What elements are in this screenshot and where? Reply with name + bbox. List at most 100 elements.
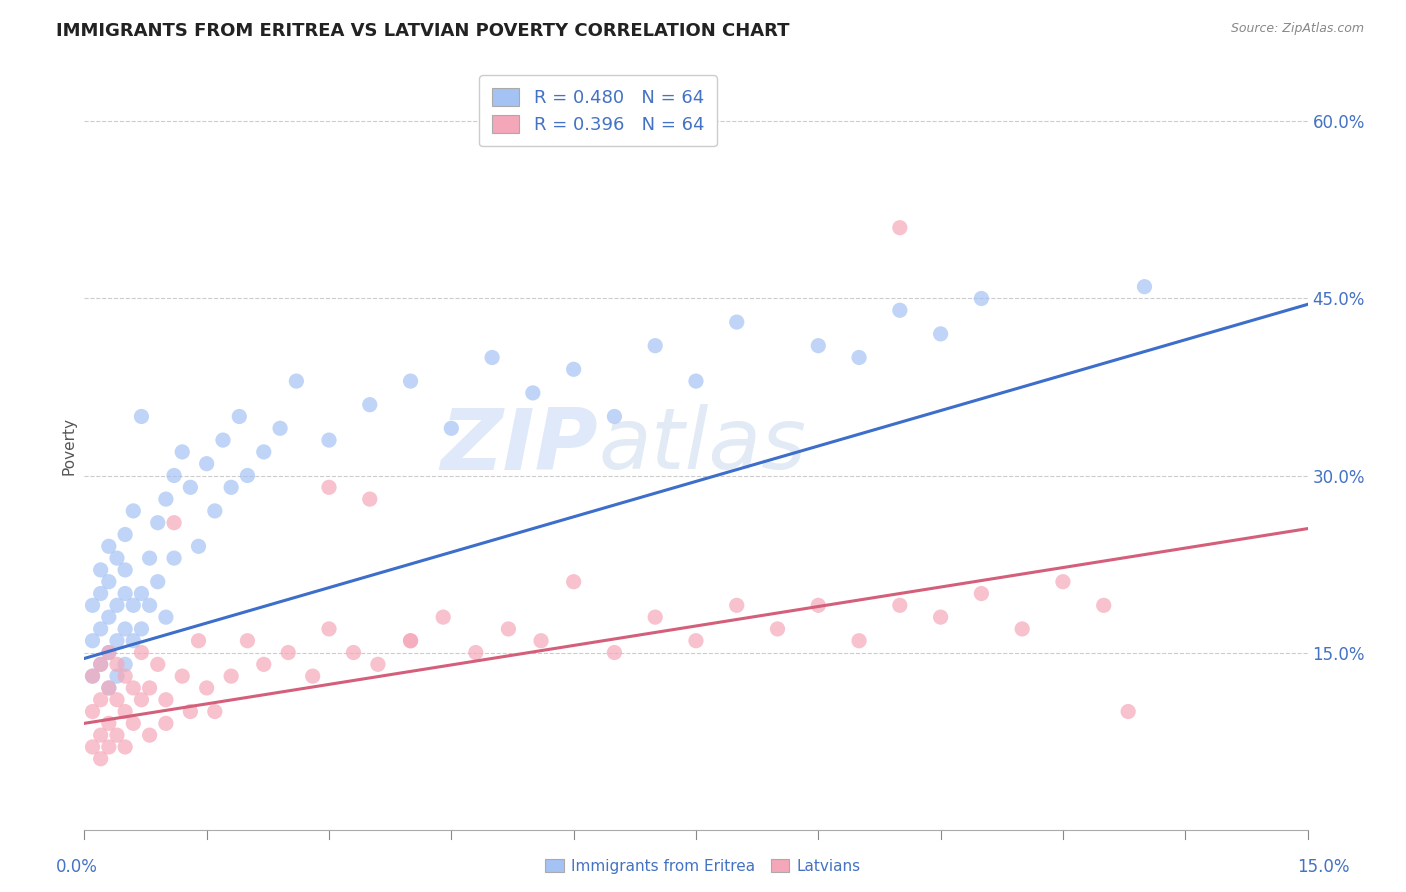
Point bbox=[97, 681, 120, 695]
Point bbox=[1011, 622, 1033, 636]
Point bbox=[522, 385, 544, 400]
Point bbox=[114, 527, 136, 541]
Point bbox=[131, 646, 153, 660]
Point bbox=[82, 633, 104, 648]
Point bbox=[432, 610, 454, 624]
Point bbox=[155, 692, 177, 706]
Point bbox=[97, 610, 120, 624]
Point bbox=[90, 728, 112, 742]
Point bbox=[146, 516, 169, 530]
Point bbox=[114, 586, 136, 600]
Point bbox=[179, 480, 201, 494]
Point bbox=[1133, 279, 1156, 293]
Point bbox=[97, 574, 120, 589]
Point bbox=[131, 586, 153, 600]
Point bbox=[82, 669, 104, 683]
Point bbox=[889, 303, 911, 318]
Point bbox=[138, 681, 160, 695]
Point bbox=[204, 705, 226, 719]
Point bbox=[481, 351, 503, 365]
Point bbox=[146, 574, 169, 589]
Point bbox=[155, 610, 177, 624]
Point bbox=[90, 586, 112, 600]
Point bbox=[929, 610, 952, 624]
Point bbox=[138, 728, 160, 742]
Point bbox=[97, 681, 120, 695]
Text: 0.0%: 0.0% bbox=[56, 858, 98, 876]
Point bbox=[219, 669, 242, 683]
Point bbox=[138, 551, 160, 566]
Point bbox=[114, 705, 136, 719]
Point bbox=[603, 646, 626, 660]
Point bbox=[644, 339, 666, 353]
Point bbox=[685, 633, 707, 648]
Point bbox=[97, 646, 120, 660]
Text: atlas: atlas bbox=[598, 404, 806, 488]
Point bbox=[122, 681, 145, 695]
Point bbox=[644, 610, 666, 624]
Point bbox=[464, 646, 486, 660]
Point bbox=[236, 468, 259, 483]
Point bbox=[228, 409, 250, 424]
Point bbox=[219, 480, 242, 494]
Point bbox=[187, 633, 209, 648]
Point bbox=[1052, 574, 1074, 589]
Point bbox=[848, 633, 870, 648]
Point bbox=[277, 646, 299, 660]
Point bbox=[138, 599, 160, 613]
Point bbox=[359, 492, 381, 507]
Point bbox=[131, 409, 153, 424]
Point bbox=[105, 669, 128, 683]
Point bbox=[172, 669, 194, 683]
Point bbox=[1116, 705, 1139, 719]
Point bbox=[285, 374, 308, 388]
Point bbox=[122, 716, 145, 731]
Point bbox=[318, 622, 340, 636]
Point bbox=[212, 433, 235, 447]
Point bbox=[90, 692, 112, 706]
Point bbox=[105, 599, 128, 613]
Point bbox=[530, 633, 553, 648]
Point bbox=[195, 457, 218, 471]
Point bbox=[603, 409, 626, 424]
Point bbox=[187, 539, 209, 553]
Point bbox=[848, 351, 870, 365]
Point bbox=[82, 739, 104, 754]
Point bbox=[318, 433, 340, 447]
Point bbox=[114, 657, 136, 672]
Point bbox=[90, 752, 112, 766]
Point bbox=[172, 445, 194, 459]
Y-axis label: Poverty: Poverty bbox=[60, 417, 76, 475]
Point bbox=[725, 315, 748, 329]
Point bbox=[114, 739, 136, 754]
Point bbox=[179, 705, 201, 719]
Point bbox=[105, 633, 128, 648]
Point bbox=[807, 599, 830, 613]
Point bbox=[163, 516, 186, 530]
Point bbox=[114, 622, 136, 636]
Legend: R = 0.480   N = 64, R = 0.396   N = 64: R = 0.480 N = 64, R = 0.396 N = 64 bbox=[479, 75, 717, 146]
Point bbox=[114, 563, 136, 577]
Point bbox=[562, 362, 585, 376]
Point bbox=[114, 669, 136, 683]
Point bbox=[90, 657, 112, 672]
Point bbox=[367, 657, 389, 672]
Point bbox=[498, 622, 520, 636]
Point bbox=[359, 398, 381, 412]
Text: Source: ZipAtlas.com: Source: ZipAtlas.com bbox=[1230, 22, 1364, 36]
Point bbox=[105, 692, 128, 706]
Point bbox=[889, 220, 911, 235]
Text: IMMIGRANTS FROM ERITREA VS LATVIAN POVERTY CORRELATION CHART: IMMIGRANTS FROM ERITREA VS LATVIAN POVER… bbox=[56, 22, 790, 40]
Point bbox=[399, 633, 422, 648]
Point bbox=[146, 657, 169, 672]
Point bbox=[970, 586, 993, 600]
Point bbox=[1092, 599, 1115, 613]
Legend: Immigrants from Eritrea, Latvians: Immigrants from Eritrea, Latvians bbox=[538, 853, 868, 880]
Point bbox=[301, 669, 323, 683]
Point bbox=[122, 504, 145, 518]
Point bbox=[236, 633, 259, 648]
Point bbox=[562, 574, 585, 589]
Point bbox=[90, 657, 112, 672]
Point bbox=[269, 421, 291, 435]
Point bbox=[163, 551, 186, 566]
